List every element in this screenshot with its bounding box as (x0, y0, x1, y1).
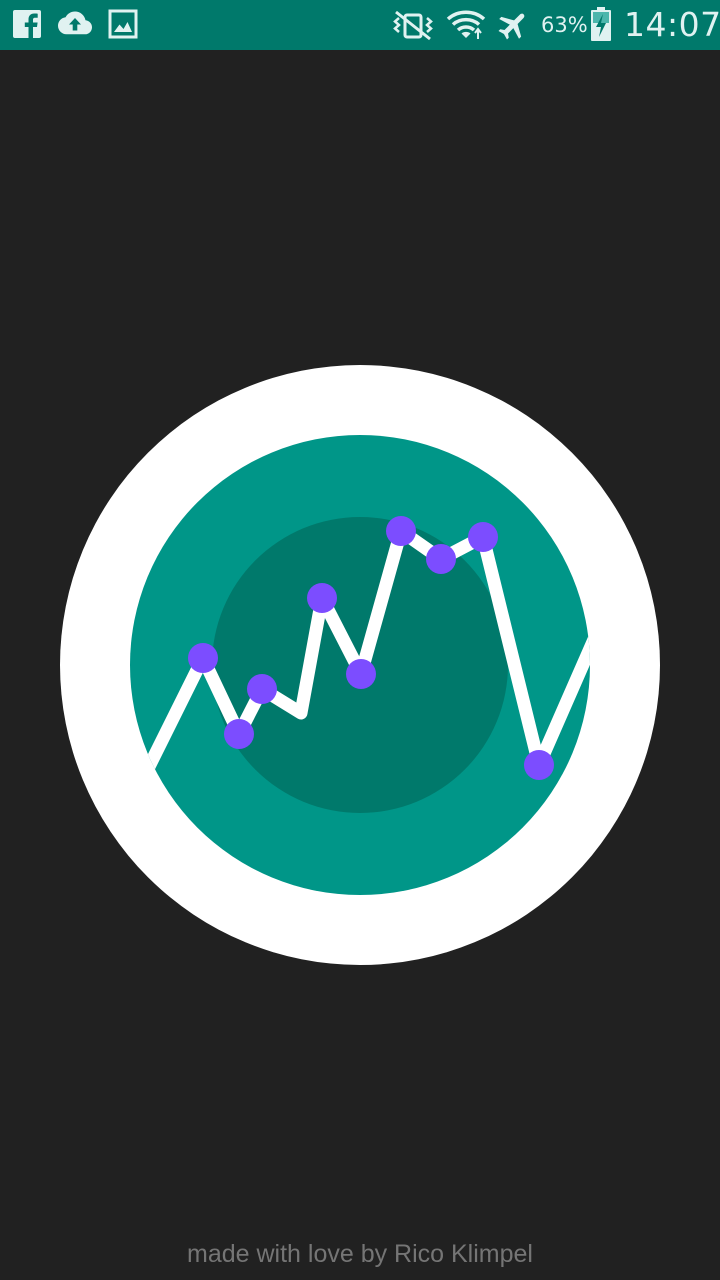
status-clock: 14:07 (624, 5, 720, 44)
logo-point (524, 750, 554, 780)
logo-point (426, 544, 456, 574)
logo-point (346, 659, 376, 689)
battery-percent: 63% (541, 13, 588, 37)
cloud-upload-icon (58, 11, 92, 35)
image-icon (108, 9, 138, 39)
logo-point (247, 674, 277, 704)
credit-text: made with love by Rico Klimpel (187, 1240, 533, 1268)
status-bar: 63% 14:07 (0, 0, 720, 50)
logo-point (468, 522, 498, 552)
battery-charging-icon (591, 7, 611, 41)
logo-point (307, 583, 337, 613)
vibrate-icon (393, 10, 433, 41)
facebook-icon (13, 10, 41, 38)
airplane-mode-icon (498, 13, 525, 40)
logo-point (188, 643, 218, 673)
logo-point (386, 516, 416, 546)
logo-point (224, 719, 254, 749)
wifi-icon (446, 10, 486, 39)
line-chart-logo-icon (60, 365, 660, 965)
